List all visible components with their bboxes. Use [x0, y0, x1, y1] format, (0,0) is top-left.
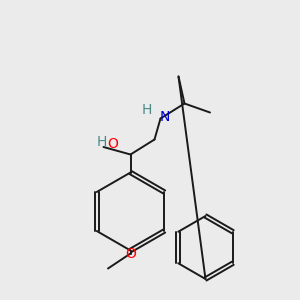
Text: N: N — [160, 110, 170, 124]
Text: O: O — [107, 137, 118, 151]
Text: O: O — [125, 247, 136, 260]
Text: H: H — [97, 136, 107, 149]
Text: H: H — [142, 103, 152, 116]
